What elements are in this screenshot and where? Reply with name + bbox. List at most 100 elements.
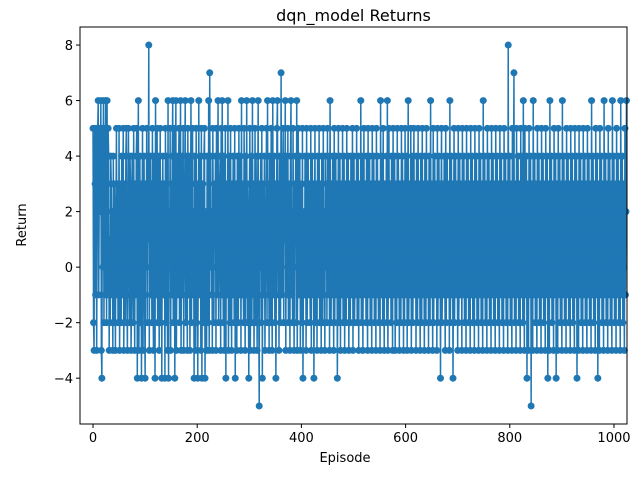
data-point	[620, 346, 628, 354]
data-point	[478, 235, 486, 243]
data-point	[576, 263, 584, 271]
data-point	[459, 263, 467, 271]
data-point	[555, 235, 563, 243]
data-point	[159, 291, 167, 299]
y-tick-label: −2	[54, 317, 73, 332]
data-point	[350, 208, 357, 216]
data-point	[278, 263, 286, 271]
data-point	[265, 180, 273, 188]
data-point	[382, 152, 390, 160]
data-point	[242, 152, 250, 160]
data-point	[308, 208, 316, 216]
data-point	[553, 208, 561, 216]
data-point	[294, 263, 302, 271]
data-point	[620, 263, 628, 271]
y-tick-label: 6	[65, 95, 73, 110]
data-point	[349, 346, 357, 354]
data-point	[314, 208, 322, 216]
data-point	[544, 374, 552, 382]
data-point	[427, 97, 435, 105]
data-point	[386, 180, 394, 188]
data-point	[447, 235, 455, 243]
data-point	[318, 235, 326, 243]
data-point	[257, 319, 265, 327]
data-point	[292, 319, 300, 327]
data-point	[522, 208, 530, 216]
data-point	[204, 319, 212, 327]
x-tick-label: 1000	[597, 431, 630, 446]
data-point	[186, 346, 194, 354]
data-point	[279, 180, 287, 188]
data-point	[482, 263, 490, 271]
data-point	[416, 263, 424, 271]
data-point	[408, 235, 416, 243]
data-point	[583, 124, 591, 132]
data-point	[484, 208, 492, 216]
data-point	[491, 208, 499, 216]
data-point	[147, 291, 155, 299]
data-point	[229, 291, 237, 299]
data-point	[383, 97, 391, 105]
data-point	[201, 374, 209, 382]
data-point	[240, 124, 248, 132]
data-point	[330, 346, 338, 354]
data-point	[104, 124, 112, 132]
data-point	[335, 235, 343, 243]
data-point	[356, 180, 364, 188]
data-point	[194, 263, 202, 271]
data-point	[439, 180, 447, 188]
data-point	[244, 263, 252, 271]
data-point	[205, 97, 213, 105]
data-point	[162, 152, 170, 160]
data-point	[437, 208, 445, 216]
data-point	[244, 180, 252, 188]
data-point	[138, 235, 146, 243]
data-point	[505, 235, 513, 243]
data-point	[468, 208, 476, 216]
data-point	[186, 263, 194, 271]
data-point	[347, 235, 355, 243]
data-point	[239, 263, 247, 271]
data-point	[413, 235, 421, 243]
data-point	[551, 263, 559, 271]
data-point	[613, 124, 621, 132]
data-point	[109, 152, 117, 160]
data-point	[259, 235, 267, 243]
data-point	[273, 124, 281, 132]
y-axis: −4 −2 0 2 4 6 8	[54, 39, 80, 387]
data-point	[363, 263, 371, 271]
data-point	[222, 208, 230, 216]
data-point	[308, 152, 316, 160]
data-point	[323, 124, 331, 132]
data-point	[367, 235, 375, 243]
data-point	[500, 124, 508, 132]
data-point	[141, 291, 149, 299]
data-point	[601, 263, 609, 271]
data-point	[140, 208, 148, 216]
data-point	[131, 180, 139, 188]
data-point	[252, 319, 260, 327]
data-point	[614, 263, 622, 271]
data-point	[223, 291, 231, 299]
data-point	[266, 235, 274, 243]
data-point	[309, 291, 317, 299]
data-point	[182, 319, 190, 327]
data-point	[574, 235, 582, 243]
data-point	[504, 41, 512, 49]
data-point	[388, 235, 396, 243]
data-point	[312, 235, 320, 243]
data-point	[509, 208, 517, 216]
data-point	[211, 235, 219, 243]
x-tick-label: 0	[89, 431, 97, 446]
data-point	[497, 208, 505, 216]
data-point	[590, 319, 598, 327]
data-point	[316, 263, 324, 271]
data-point	[570, 263, 578, 271]
data-point	[310, 374, 318, 382]
data-point	[381, 180, 389, 188]
data-point	[514, 263, 522, 271]
data-point	[328, 180, 336, 188]
data-point	[165, 208, 173, 216]
data-point	[190, 208, 198, 216]
data-point	[578, 208, 586, 216]
